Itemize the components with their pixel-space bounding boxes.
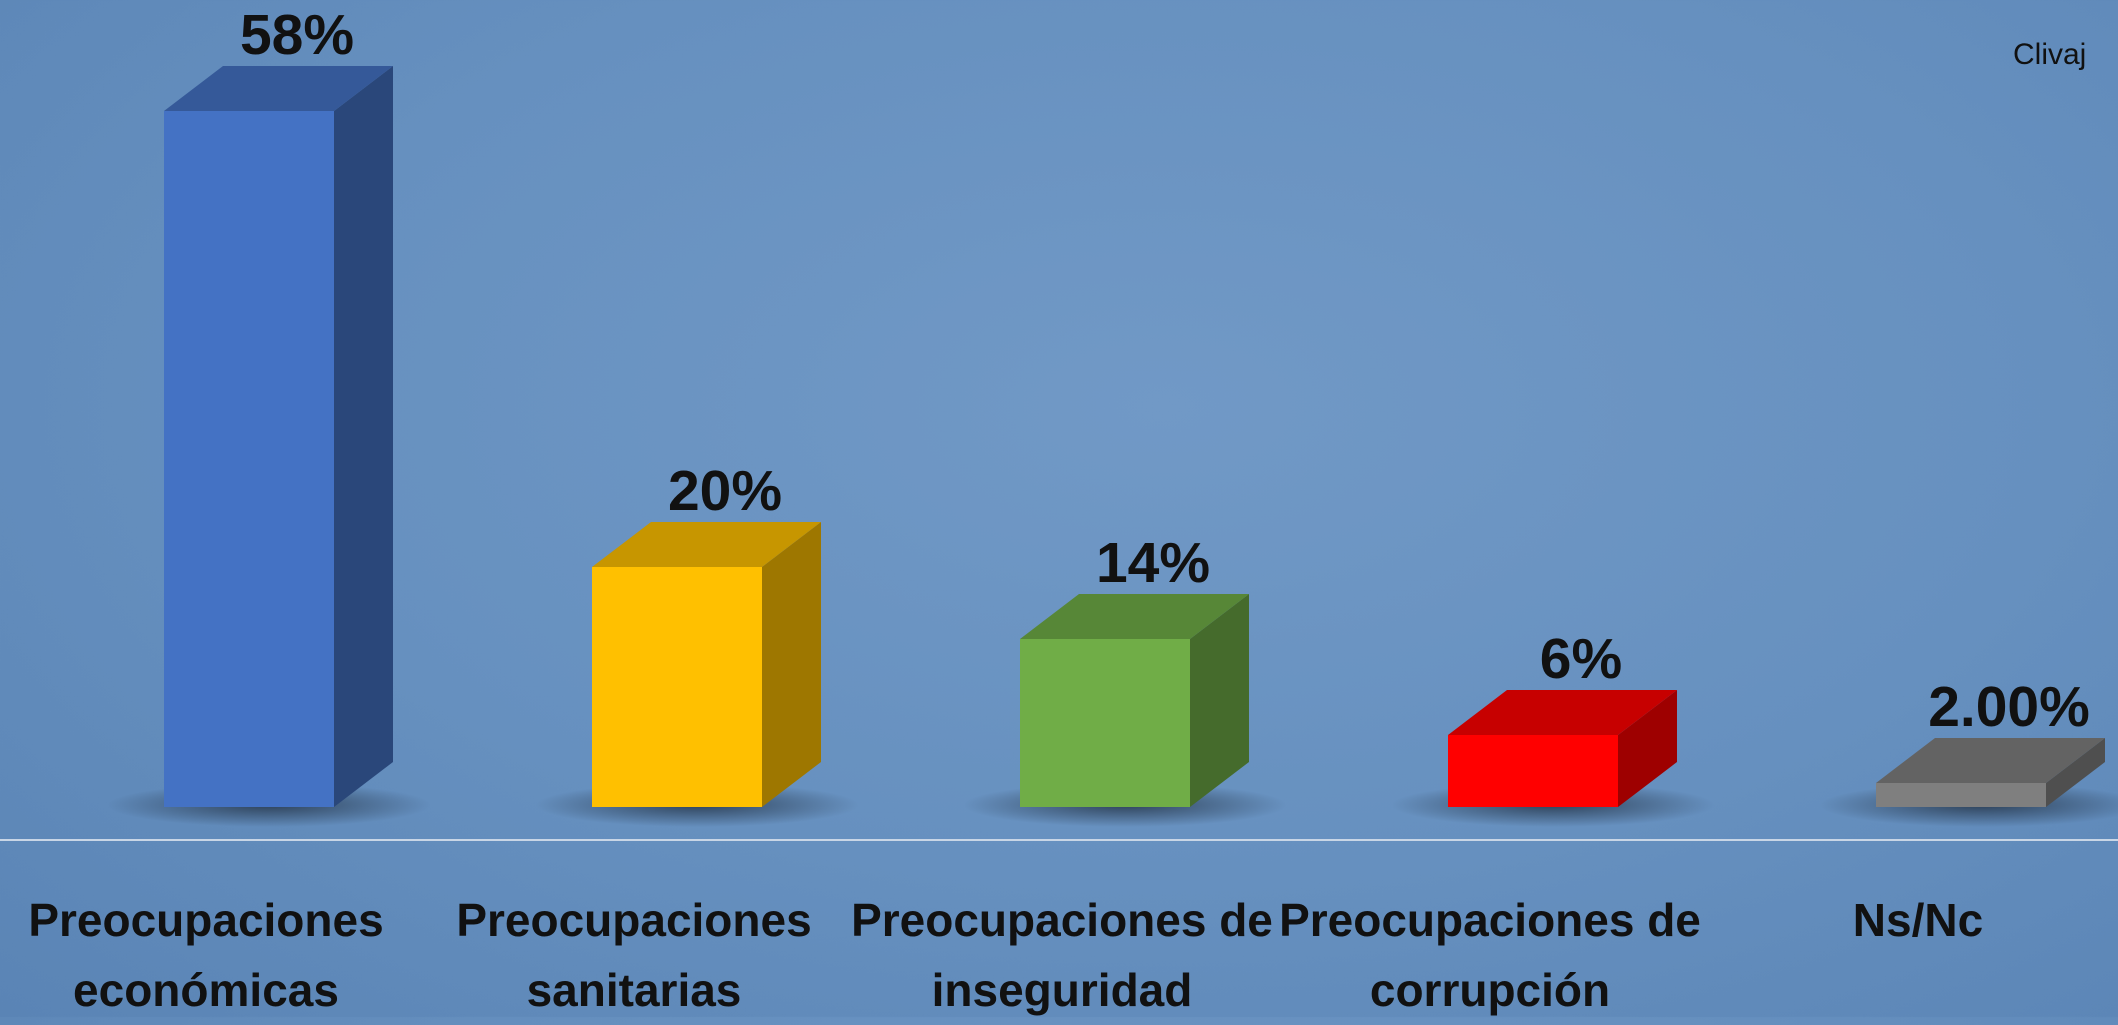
value-label: 2.00% bbox=[1928, 675, 2090, 739]
annotation: Clivaj bbox=[2013, 38, 2086, 72]
value-label: 20% bbox=[668, 459, 782, 523]
x-tick-label: Preocupaciones sanitarias bbox=[421, 885, 847, 1025]
x-tick-label: Preocupaciones de inseguridad bbox=[849, 885, 1275, 1025]
x-tick-label: Ns/Nc bbox=[1705, 885, 2118, 955]
value-label: 58% bbox=[240, 3, 354, 67]
bar bbox=[1448, 735, 1618, 807]
value-label: 14% bbox=[1096, 531, 1210, 595]
bar bbox=[164, 111, 334, 807]
bar bbox=[1876, 783, 2046, 807]
bar-side bbox=[762, 522, 821, 807]
value-label: 6% bbox=[1540, 627, 1622, 691]
bar bbox=[592, 567, 762, 807]
x-tick-label: Preocupaciones económicas bbox=[0, 885, 419, 1025]
x-tick-label: Preocupaciones de corrupción bbox=[1277, 885, 1703, 1025]
bar bbox=[1020, 639, 1190, 807]
bar-side bbox=[334, 66, 393, 807]
